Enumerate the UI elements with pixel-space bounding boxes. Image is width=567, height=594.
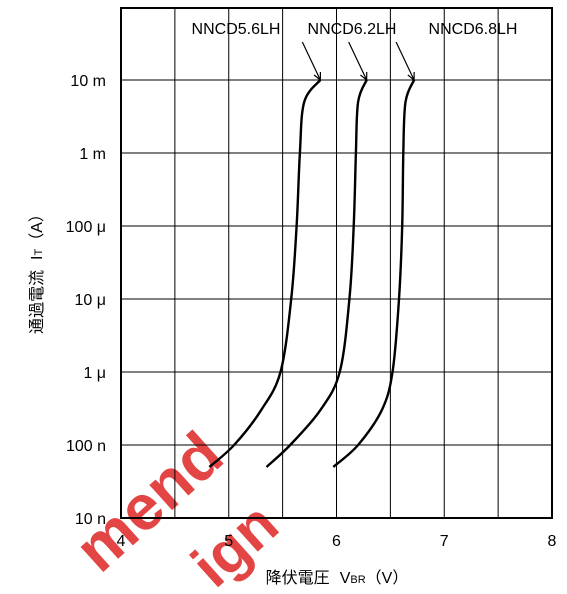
y-axis-title: 通過電流 IT（A）	[28, 206, 46, 334]
series-curve-1	[208, 79, 322, 468]
y-axis-label: 通過電流	[28, 270, 46, 334]
x-tick-label: 8	[548, 533, 557, 550]
series-labels: NNCD5.6LH NNCD6.2LH NNCD6.8LH	[192, 21, 518, 82]
x-tick-label: 5	[224, 533, 233, 550]
y-tick-label: 1 μ	[83, 365, 106, 382]
series-label-3: NNCD6.8LH	[429, 21, 518, 38]
x-tick-label: 4	[117, 533, 126, 550]
x-axis-symbol: V	[340, 570, 351, 587]
y-tick-label: 10 n	[75, 511, 106, 528]
x-axis-subscript: BR	[350, 574, 365, 586]
series-label-2: NNCD6.2LH	[308, 21, 397, 38]
x-tick-labels: 4 5 6 7 8	[117, 533, 557, 550]
curves	[208, 79, 416, 468]
y-axis-subscript: T	[33, 248, 45, 255]
axis-titles: 降伏電圧 VBR（V） 通過電流 IT（A）	[28, 206, 408, 587]
x-tick-label: 6	[332, 533, 341, 550]
y-axis-symbol: I	[29, 255, 46, 259]
leader-line	[301, 41, 321, 81]
y-axis-unit: （A）	[28, 206, 46, 249]
plot-frame	[120, 7, 553, 519]
y-tick-labels: 10 n 100 n 1 μ 10 μ 100 μ 1 m 10 m	[66, 73, 106, 528]
y-tick-label: 10 μ	[75, 292, 106, 309]
y-tick-label: 100 n	[66, 438, 106, 455]
y-tick-label: 10 m	[70, 73, 106, 90]
arrow-head	[360, 71, 368, 82]
grid	[121, 8, 552, 518]
series-label-1: NNCD5.6LH	[192, 21, 281, 38]
leader-line	[395, 41, 415, 81]
y-tick-label: 100 μ	[66, 219, 106, 236]
leader-line	[348, 41, 368, 81]
x-axis-label: 降伏電圧	[266, 569, 330, 587]
series-curve-3	[332, 79, 416, 468]
arrow-head	[407, 71, 415, 82]
y-tick-label: 1 m	[79, 146, 106, 163]
x-axis-unit: （V）	[366, 569, 409, 587]
series-curve-2	[265, 79, 368, 468]
arrow-head	[313, 71, 321, 82]
x-tick-label: 7	[440, 533, 449, 550]
x-axis-title: 降伏電圧 VBR（V）	[266, 569, 409, 587]
